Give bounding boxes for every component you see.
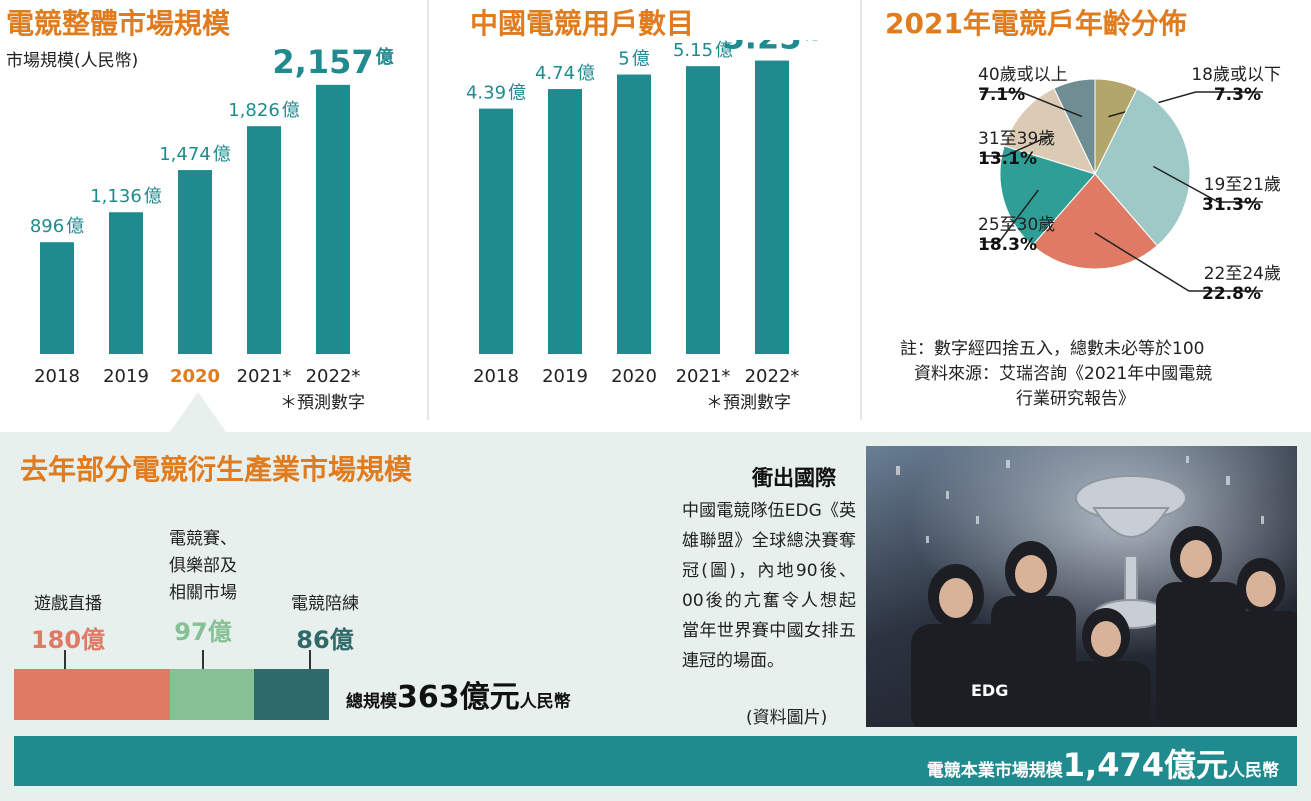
bar-2022* bbox=[316, 84, 350, 354]
data-label-2019: 4.74 億 bbox=[535, 63, 595, 84]
segment-label-2: 電競賽、 俱樂部及 相關市場 bbox=[169, 529, 237, 603]
team-trophy-photo: EDG bbox=[866, 446, 1297, 727]
segment-label-3: 電競陪練 bbox=[291, 594, 359, 614]
segment-value-2: 97億 bbox=[174, 618, 232, 646]
caption-title: 衝出國際 bbox=[752, 466, 836, 490]
x-tick-2022*: 2022* bbox=[306, 366, 361, 387]
bar-2021* bbox=[686, 66, 720, 354]
pie-leader-2 bbox=[1094, 232, 1263, 292]
segment-tick-1 bbox=[64, 650, 66, 676]
bar-2019 bbox=[109, 212, 143, 354]
core-market-banner: 電競本業市場規模1,474億元人民幣 bbox=[14, 736, 1297, 786]
data-label-2018: 4.39 億 bbox=[466, 83, 526, 104]
caption-source: (資料圖片) bbox=[746, 708, 828, 728]
data-label-2022*: 5.25億 bbox=[723, 40, 822, 57]
divider-2 bbox=[860, 0, 862, 420]
data-label-2018: 896 億 bbox=[30, 216, 84, 237]
bar-2020 bbox=[178, 170, 212, 354]
pie-label-5: 40歲或以上 bbox=[978, 65, 1068, 85]
pie-slice-5 bbox=[1053, 78, 1096, 175]
x-tick-2020: 2020 bbox=[170, 366, 220, 387]
pie-slice-3 bbox=[999, 145, 1096, 247]
segment-bar-clubs bbox=[170, 669, 255, 720]
pie-leader-5 bbox=[980, 91, 1083, 118]
pie-leader-4 bbox=[980, 134, 1051, 157]
pie-slice-2 bbox=[1031, 173, 1158, 270]
total-suffix: 人民幣 bbox=[519, 692, 571, 712]
segments-title: 去年部分電競衍生產業市場規模 bbox=[20, 453, 413, 486]
bar-2018 bbox=[40, 242, 74, 354]
data-label-2021*: 5.15 億 bbox=[673, 40, 733, 61]
data-label-2022*: 2,157 億 bbox=[272, 43, 393, 81]
segment-bar-coaching bbox=[254, 669, 329, 720]
pie-source-2: 行業研究報告》 bbox=[1016, 389, 1135, 409]
svg-text:EDG: EDG bbox=[971, 681, 1008, 700]
data-label-2020: 1,474 億 bbox=[159, 144, 231, 165]
x-tick-2021*: 2021* bbox=[676, 366, 731, 387]
caption-body: 中國電競隊伍EDG《英雄聯盟》全球總決賽奪冠(圖)，內地90後、00後的亢奮令人… bbox=[682, 501, 856, 671]
pie-source-1: 資料來源：艾瑞咨詢《2021年中國電競 bbox=[914, 364, 1213, 384]
bar-2020 bbox=[617, 74, 651, 355]
segment-tick-2 bbox=[202, 650, 204, 676]
chart3-title: 2021年電競戶年齡分佈 bbox=[885, 7, 1187, 40]
pie-label-1: 19至21歲 bbox=[1204, 175, 1281, 195]
chart2-title: 中國電競用戶數目 bbox=[470, 7, 695, 40]
pie-leader-1 bbox=[1153, 165, 1263, 203]
pie-value-0: 7.3% bbox=[1214, 85, 1261, 105]
total-value: 363億元 bbox=[397, 680, 520, 715]
market-size-bar-chart: 896 億 2018 1,136 億 2019 1,474 億 2020 1,826 億 2021* 2… bbox=[30, 43, 394, 387]
divider-1 bbox=[427, 0, 429, 420]
bar-2019 bbox=[548, 89, 582, 354]
x-tick-2020: 2020 bbox=[611, 366, 657, 387]
pie-label-4: 31至39歲 bbox=[978, 129, 1055, 149]
pie-slice-4 bbox=[1003, 87, 1096, 175]
pie-label-0: 18歲或以下 bbox=[1191, 65, 1281, 85]
x-tick-2022*: 2022* bbox=[745, 366, 800, 387]
bar-2022* bbox=[755, 60, 789, 354]
segment-label-1: 遊戲直播 bbox=[34, 594, 102, 614]
data-label-2021*: 1,826 億 bbox=[228, 100, 300, 121]
x-tick-2019: 2019 bbox=[542, 366, 588, 387]
total-prefix: 總規模 bbox=[346, 692, 397, 712]
pie-value-4: 13.1% bbox=[978, 149, 1037, 169]
segment-value-3: 86億 bbox=[296, 626, 354, 654]
pie-value-1: 31.3% bbox=[1202, 195, 1261, 215]
chart1-subtitle: 市場規模(人民幣) bbox=[6, 51, 139, 71]
users-bar-chart: 4.39億 2018 4.74億 2019 5億 2020 5.15億 2021* 5.25億 2… bbox=[466, 40, 822, 387]
pie-label-2: 22至24歲 bbox=[1204, 264, 1281, 284]
bar-2021* bbox=[247, 126, 281, 354]
pie-value-5: 7.1% bbox=[978, 85, 1025, 105]
chart1-title: 電競整體市場規模 bbox=[6, 7, 231, 40]
x-tick-2018: 2018 bbox=[473, 366, 519, 387]
segments-total: 總規模363億元人民幣 bbox=[346, 672, 571, 716]
data-label-2019: 1,136 億 bbox=[90, 186, 162, 207]
bar-2018 bbox=[479, 108, 513, 354]
pie-leader-3 bbox=[980, 189, 1039, 243]
x-tick-2018: 2018 bbox=[34, 366, 80, 387]
pie-value-2: 22.8% bbox=[1202, 284, 1261, 304]
banner-prefix: 電競本業市場規模 bbox=[926, 761, 1063, 781]
pie-value-3: 18.3% bbox=[978, 235, 1037, 255]
banner-value: 1,474億元 bbox=[1062, 746, 1228, 784]
pie-label-3: 25至30歲 bbox=[978, 215, 1055, 235]
x-tick-2021*: 2021* bbox=[237, 366, 292, 387]
segment-tick-3 bbox=[309, 650, 311, 676]
x-tick-2019: 2019 bbox=[103, 366, 149, 387]
chart1-footnote: ＊預測數字 bbox=[280, 393, 365, 413]
segment-value-1: 180億 bbox=[30, 626, 106, 654]
pie-slice-1 bbox=[1094, 88, 1191, 247]
pie-note: 註：數字經四捨五入，總數未必等於100 bbox=[900, 339, 1205, 359]
banner-suffix: 人民幣 bbox=[1228, 761, 1279, 781]
panel-pointer bbox=[170, 392, 226, 432]
chart2-footnote: ＊預測數字 bbox=[706, 393, 791, 413]
trophy bbox=[1075, 475, 1187, 629]
segment-bar-live-streaming bbox=[14, 669, 171, 720]
banner-text: 電競本業市場規模1,474億元人民幣 bbox=[927, 740, 1279, 786]
